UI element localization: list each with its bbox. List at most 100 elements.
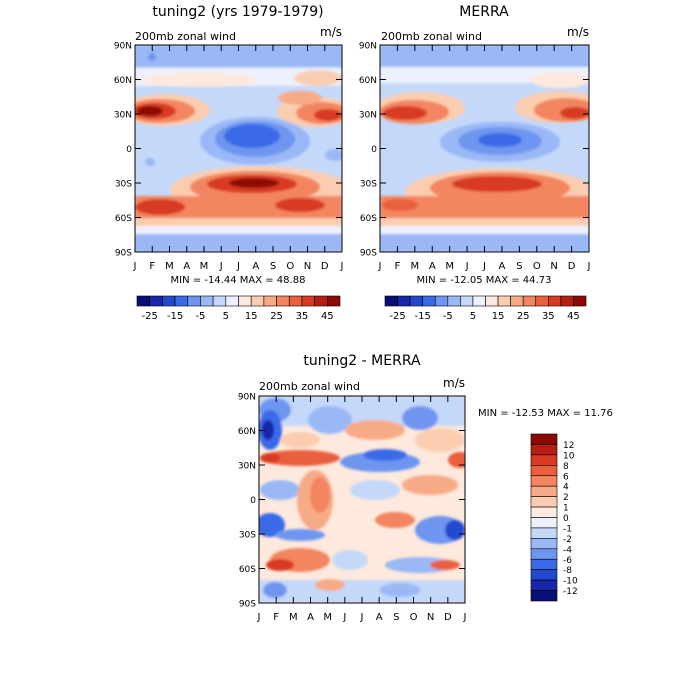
panel-merra-colorbar: -25 -15 -5 5 15 25 35 45 [384, 295, 587, 322]
colorbar-swatch [530, 590, 558, 602]
colorbar-label: -25 [389, 311, 405, 322]
x-tick-label: S [393, 612, 399, 623]
colorbar-swatch [276, 295, 290, 307]
colorbar-label: 5 [470, 311, 476, 322]
x-tick-label: M [445, 261, 454, 272]
x-tick-label: M [323, 612, 332, 623]
y-tick-label: 90S [239, 600, 256, 610]
y-tick-label: 30N [359, 111, 377, 121]
colorbar-label: -1 [563, 524, 572, 534]
colorbar-swatch [530, 527, 558, 539]
colorbar-swatch [530, 496, 558, 508]
colorbar-label: 0 [563, 514, 569, 524]
colorbar-label: -4 [563, 545, 572, 555]
colorbar-swatch [409, 295, 423, 307]
x-tick-label: O [286, 261, 294, 272]
y-tick-label: 60N [359, 76, 377, 86]
colorbar-swatch [212, 295, 227, 307]
x-tick-label: N [427, 612, 434, 623]
colorbar-label: 6 [563, 472, 569, 482]
panel-model-colorbar: -25 -15 -5 5 15 25 35 45 [136, 295, 341, 322]
x-tick-label: F [273, 612, 279, 623]
colorbar-swatch [314, 295, 328, 307]
x-tick-label: J [219, 261, 223, 272]
colorbar-swatch [530, 538, 558, 550]
x-tick-label: J [378, 261, 382, 272]
colorbar-label: 4 [563, 483, 569, 493]
colorbar-swatch [384, 295, 398, 307]
y-tick-label: 90N [238, 393, 256, 403]
colorbar-swatch [301, 295, 315, 307]
colorbar-swatch [174, 295, 189, 307]
colorbar-swatch [434, 295, 449, 307]
colorbar-label: -25 [142, 311, 158, 322]
panel-model: tuning2 (yrs 1979-1979) 200mb zonal wind… [114, 4, 344, 322]
x-tick-label: J [257, 612, 261, 623]
colorbar-swatch [530, 444, 558, 456]
colorbar-swatch [136, 295, 150, 307]
panel-model-units: m/s [320, 25, 342, 39]
colorbar-swatch [535, 295, 549, 307]
colorbar-swatch [162, 295, 176, 307]
colorbar-label: 1 [563, 504, 569, 514]
colorbar-label: -15 [415, 311, 431, 322]
x-tick-label: N [304, 261, 311, 272]
colorbar-swatch [149, 295, 163, 307]
x-tick-label: M [289, 612, 298, 623]
colorbar-swatch [530, 475, 558, 487]
x-tick-label: O [410, 612, 418, 623]
colorbar-label: -15 [167, 311, 183, 322]
x-tick-label: A [307, 612, 314, 623]
x-tick-label: A [183, 261, 190, 272]
colorbar-label: -5 [195, 311, 205, 322]
colorbar-label: 25 [517, 311, 530, 322]
x-tick-label: M [165, 261, 174, 272]
panel-merra-title: MERRA [459, 4, 509, 20]
colorbar-swatch [250, 295, 265, 307]
panel-diff-title: tuning2 - MERRA [303, 353, 421, 369]
panel-diff-field [259, 396, 465, 603]
y-tick-label: 30S [360, 180, 377, 190]
y-tick-label: 90N [114, 42, 132, 52]
colorbar-swatch [510, 295, 524, 307]
x-tick-label: J [482, 261, 486, 272]
colorbar-swatch [530, 485, 558, 497]
x-tick-label: D [321, 261, 329, 272]
colorbar-swatch [548, 295, 562, 307]
colorbar-swatch [530, 569, 558, 581]
colorbar-label: -2 [563, 535, 572, 545]
y-tick-label: 0 [126, 145, 132, 155]
colorbar-label: 15 [492, 311, 505, 322]
x-tick-label: J [360, 612, 364, 623]
x-tick-label: M [200, 261, 209, 272]
x-tick-label: F [395, 261, 401, 272]
panel-merra-field [380, 45, 589, 252]
x-tick-label: A [498, 261, 505, 272]
colorbar-label: 45 [321, 311, 334, 322]
y-tick-label: 60S [115, 214, 132, 224]
colorbar-swatch [560, 295, 574, 307]
x-tick-label: A [429, 261, 436, 272]
y-tick-label: 60N [114, 76, 132, 86]
colorbar-label: 25 [270, 311, 283, 322]
colorbar-swatch [530, 506, 558, 518]
colorbar-swatch [263, 295, 277, 307]
colorbar-swatch [522, 295, 537, 307]
colorbar-label: -5 [443, 311, 453, 322]
x-tick-label: S [270, 261, 276, 272]
x-tick-label: O [533, 261, 541, 272]
x-tick-label: D [444, 612, 452, 623]
y-tick-label: 60N [238, 427, 256, 437]
colorbar-label: 45 [567, 311, 580, 322]
x-tick-label: A [252, 261, 259, 272]
panel-diff-subtitle: 200mb zonal wind [259, 380, 360, 393]
x-tick-label: J [340, 261, 344, 272]
colorbar-swatch [472, 295, 486, 307]
colorbar-swatch [497, 295, 511, 307]
x-tick-label: A [376, 612, 383, 623]
colorbar-swatch [397, 295, 411, 307]
colorbar-swatch [530, 465, 558, 477]
